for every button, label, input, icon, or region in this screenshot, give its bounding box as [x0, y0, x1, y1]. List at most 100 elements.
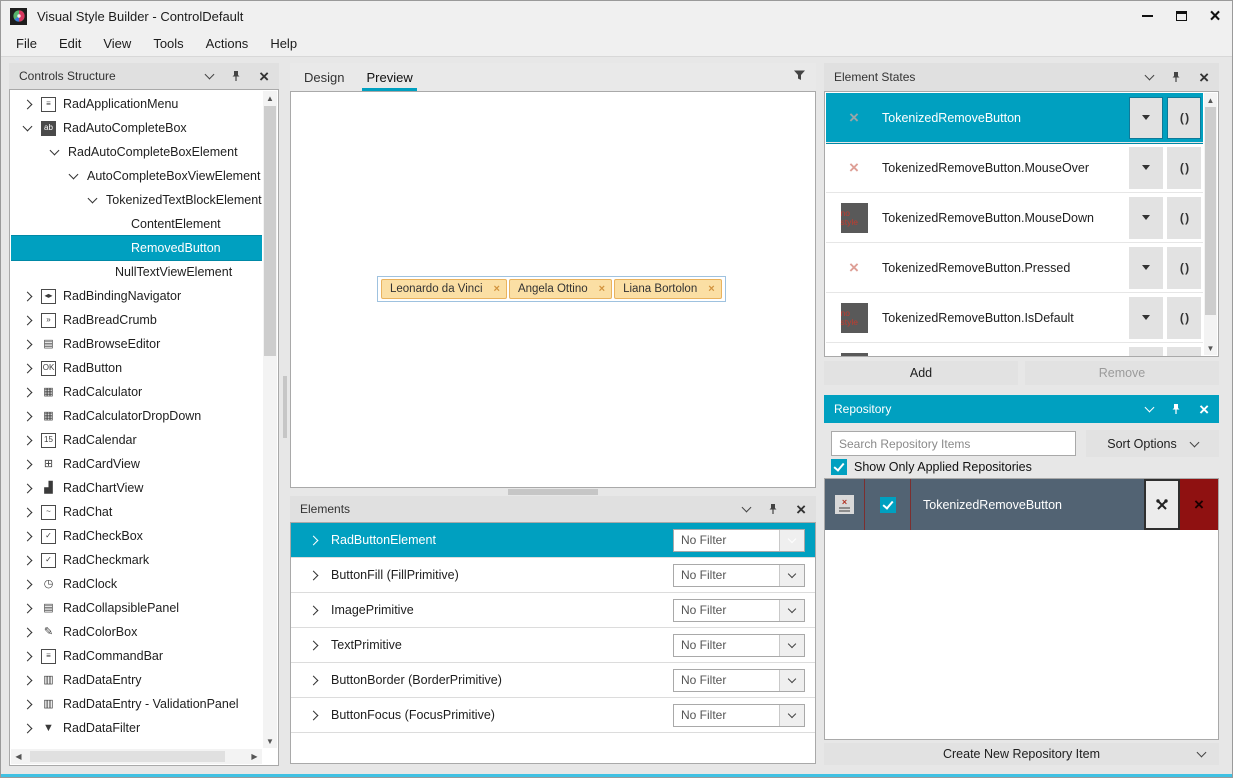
filter-funnel-icon[interactable] [793, 68, 806, 86]
expand-chevron-icon[interactable] [19, 723, 35, 733]
expand-chevron-icon[interactable] [19, 675, 35, 685]
tree-item[interactable]: » RadBreadCrumb [11, 308, 262, 332]
expand-chevron-icon[interactable] [19, 363, 35, 373]
filter-dropdown[interactable]: No Filter [673, 528, 805, 552]
tree-vertical-scrollbar[interactable]: ▲ ▼ [263, 91, 277, 748]
token-remove-icon[interactable]: × [493, 282, 500, 295]
expand-chevron-icon[interactable] [19, 339, 35, 349]
vertical-splitter[interactable] [282, 63, 288, 766]
tree-item[interactable]: ▤ RadBrowseEditor [11, 332, 262, 356]
state-style-dropdown-button[interactable] [1129, 96, 1163, 139]
expand-chevron-icon[interactable] [305, 710, 321, 720]
repository-item-row[interactable]: × TokenizedRemoveButton × [825, 479, 1218, 530]
tree-item[interactable]: ▤ RadCollapsiblePanel [11, 596, 262, 620]
expand-chevron-icon[interactable] [19, 411, 35, 421]
scroll-left-icon[interactable]: ◀ [15, 752, 22, 761]
tree-item[interactable]: ⊞ RadCardView [11, 452, 262, 476]
close-panel-icon[interactable]: × [796, 499, 806, 519]
tree-item[interactable]: ✓ RadCheckmark [11, 548, 262, 572]
pin-icon[interactable] [767, 503, 779, 515]
tree-horizontal-scrollbar[interactable]: ◀ ▶ [11, 749, 262, 764]
splitter-grip[interactable] [283, 376, 287, 438]
scroll-down-icon[interactable]: ▼ [1206, 343, 1215, 353]
create-repository-item-button[interactable]: Create New Repository Item [824, 743, 1219, 765]
tree-item[interactable]: ▦ RadCalculatorDropDown [11, 404, 262, 428]
tree-item[interactable]: ▦ RadCalculator [11, 380, 262, 404]
element-state-row[interactable]: no style ( ) [826, 343, 1203, 356]
expand-chevron-icon[interactable] [19, 459, 35, 469]
expand-chevron-icon[interactable] [305, 640, 321, 650]
repository-item-checkbox[interactable] [879, 496, 896, 513]
tree-item[interactable]: ▥ RadDataEntry [11, 668, 262, 692]
close-panel-icon[interactable]: × [1199, 67, 1209, 87]
pin-icon[interactable] [1170, 403, 1182, 415]
tree-item[interactable]: ▟ RadChartView [11, 476, 262, 500]
tree-item[interactable]: ab RadAutoCompleteBox [11, 116, 262, 140]
filter-dropdown[interactable]: No Filter [673, 668, 805, 692]
collapse-chevron-icon[interactable] [741, 502, 752, 513]
filter-dropdown[interactable]: No Filter [673, 703, 805, 727]
menu-item[interactable]: Tools [153, 36, 184, 51]
scrollbar-thumb[interactable] [30, 751, 225, 762]
state-xml-button[interactable]: ( ) [1167, 246, 1201, 289]
dropdown-arrow-icon[interactable] [779, 599, 804, 621]
menu-item[interactable]: Help [270, 36, 298, 51]
tree-item[interactable]: ✎ RadColorBox [11, 620, 262, 644]
menu-item[interactable]: Actions [205, 36, 249, 51]
element-state-row[interactable]: × TokenizedRemoveButton.MouseOver ( ) [826, 143, 1203, 193]
element-row[interactable]: RadButtonElement No Filter [291, 523, 815, 558]
tree-item[interactable]: AutoCompleteBoxViewElement [11, 164, 262, 188]
tree-item[interactable]: ◂▸ RadBindingNavigator [11, 284, 262, 308]
collapse-chevron-icon[interactable] [1144, 402, 1155, 413]
sort-options-button[interactable]: Sort Options [1086, 430, 1219, 457]
dropdown-arrow-icon[interactable] [779, 669, 804, 691]
state-xml-button[interactable]: ( ) [1167, 196, 1201, 239]
collapse-chevron-icon[interactable] [204, 69, 215, 80]
tree-item[interactable]: ContentElement [11, 212, 262, 236]
delete-repository-item-button[interactable]: × [1180, 479, 1218, 530]
filter-dropdown[interactable]: No Filter [673, 633, 805, 657]
menu-item[interactable]: File [16, 36, 37, 51]
expand-chevron-icon[interactable] [19, 315, 35, 325]
dropdown-arrow-icon[interactable] [779, 564, 804, 586]
tree-item[interactable]: TokenizedTextBlockElement [11, 188, 262, 212]
state-xml-button[interactable]: ( ) [1167, 96, 1201, 139]
state-style-dropdown-button[interactable] [1129, 246, 1163, 289]
minimize-button[interactable] [1130, 1, 1164, 31]
state-style-dropdown-button[interactable] [1129, 146, 1163, 189]
element-row[interactable]: ButtonFocus (FocusPrimitive) No Filter [291, 698, 815, 733]
expand-chevron-icon[interactable] [19, 121, 35, 132]
expand-chevron-icon[interactable] [305, 605, 321, 615]
expand-chevron-icon[interactable] [305, 570, 321, 580]
remove-state-button[interactable]: Remove [1025, 361, 1219, 385]
expand-chevron-icon[interactable] [19, 507, 35, 517]
element-row[interactable]: TextPrimitive No Filter [291, 628, 815, 663]
expand-chevron-icon[interactable] [305, 675, 321, 685]
tree-item[interactable]: NullTextViewElement [11, 260, 262, 284]
expand-chevron-icon[interactable] [19, 699, 35, 709]
state-xml-button[interactable]: ( ) [1167, 296, 1201, 339]
element-row[interactable]: ButtonBorder (BorderPrimitive) No Filter [291, 663, 815, 698]
tab-preview[interactable]: Preview [358, 63, 420, 91]
pin-icon[interactable] [1170, 71, 1182, 83]
expand-chevron-icon[interactable] [305, 535, 321, 545]
expand-chevron-icon[interactable] [19, 531, 35, 541]
scroll-up-icon[interactable]: ▲ [266, 93, 274, 103]
show-applied-checkbox[interactable] [831, 459, 847, 475]
expand-chevron-icon[interactable] [19, 603, 35, 613]
tree-item[interactable]: RadAutoCompleteBoxElement [11, 140, 262, 164]
expand-chevron-icon[interactable] [19, 435, 35, 445]
expand-chevron-icon[interactable] [19, 579, 35, 589]
splitter-grip[interactable] [508, 489, 598, 495]
expand-chevron-icon[interactable] [84, 193, 100, 204]
expand-chevron-icon[interactable] [19, 483, 35, 493]
expand-chevron-icon[interactable] [65, 169, 81, 180]
expand-chevron-icon[interactable] [19, 627, 35, 637]
token-remove-icon[interactable]: × [708, 282, 715, 295]
state-style-dropdown-button[interactable] [1129, 296, 1163, 339]
expand-chevron-icon[interactable] [19, 99, 35, 109]
tree-item[interactable]: ◷ RadClock [11, 572, 262, 596]
state-xml-button[interactable]: ( ) [1167, 346, 1201, 356]
element-row[interactable]: ButtonFill (FillPrimitive) No Filter [291, 558, 815, 593]
dropdown-arrow-icon[interactable] [779, 529, 804, 551]
